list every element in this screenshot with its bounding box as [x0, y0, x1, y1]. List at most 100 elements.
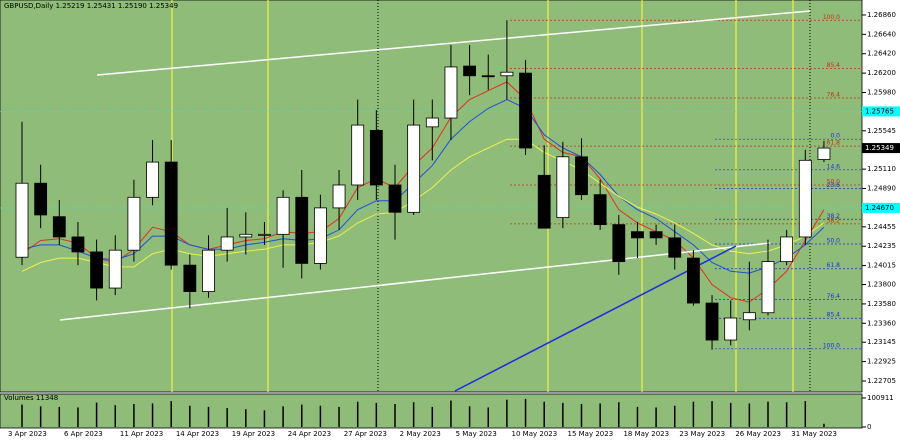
fib-label: 76.4 — [827, 92, 841, 99]
y-tick-label: 1.24235 — [867, 242, 896, 250]
candle-body — [202, 249, 215, 292]
candle-body — [575, 156, 588, 196]
y-tick-label: 1.22925 — [867, 358, 896, 366]
x-tick-label: 23 May 2023 — [679, 430, 725, 438]
candle-body — [388, 184, 402, 213]
candle-body — [369, 129, 383, 186]
fib-label: 50.0 — [827, 178, 841, 185]
chart-title: GBPUSD,Daily 1.25219 1.25431 1.25190 1.2… — [4, 2, 178, 10]
y-tick-label: 1.26640 — [867, 30, 896, 38]
y-tick-label: 1.23580 — [867, 300, 896, 308]
volume-panel — [0, 393, 863, 429]
fib-label: 23.6 — [827, 182, 841, 189]
y-tick-label: 1.26420 — [867, 50, 896, 58]
y-tick-label: 1.25980 — [867, 88, 896, 96]
level-label: 1.24670 — [865, 204, 894, 212]
candle-body — [52, 216, 66, 238]
y-tick-label: 1.23800 — [867, 281, 896, 289]
candle-body — [220, 236, 234, 251]
x-tick-label: 26 May 2023 — [735, 430, 781, 438]
fib-label: 85.4 — [827, 62, 841, 69]
candle-body — [724, 317, 738, 341]
candle-body — [649, 231, 663, 239]
candle-body — [34, 182, 48, 216]
y-tick-label: 1.23360 — [867, 319, 896, 327]
candle-body — [593, 194, 607, 226]
candle-body — [612, 224, 626, 263]
x-tick-label: 10 May 2023 — [512, 430, 558, 438]
candle-body — [146, 161, 159, 198]
candle-body — [351, 124, 365, 186]
x-tick-label: 24 Apr 2023 — [288, 430, 331, 438]
x-tick-label: 18 May 2023 — [623, 430, 669, 438]
y-tick-label: 1.26860 — [867, 11, 896, 19]
x-tick-label: 15 May 2023 — [568, 430, 614, 438]
moving-average — [21, 98, 825, 274]
candle-body — [258, 233, 271, 236]
candle-body — [631, 231, 644, 239]
x-tick-label: 31 May 2023 — [791, 430, 837, 438]
candle-body — [519, 72, 532, 149]
fib-label: 85.4 — [827, 312, 841, 319]
fib-label: 50.0 — [827, 238, 841, 245]
level-label: 1.25765 — [865, 107, 894, 115]
fib-label: 76.4 — [827, 293, 841, 300]
y-tick-label: 1.23145 — [867, 338, 896, 346]
y-tick-label: 1.25545 — [867, 127, 896, 135]
y-tick-label: 1.22705 — [867, 377, 896, 385]
x-tick-label: 19 Apr 2023 — [232, 430, 275, 438]
level-tag — [862, 202, 900, 213]
moving-average — [21, 138, 825, 272]
candle-body — [183, 264, 197, 292]
fib-label: 100.0 — [823, 342, 840, 349]
candle-body — [742, 312, 756, 321]
candle-body — [127, 196, 141, 251]
candle-body — [295, 196, 309, 264]
candle-body — [332, 184, 346, 209]
candle-body — [239, 233, 253, 238]
candle-body — [463, 65, 477, 77]
trend-line — [59, 242, 771, 321]
y-tick-label: 1.24890 — [867, 185, 896, 193]
candle-body — [444, 66, 458, 119]
y-tick-label: 1.24015 — [867, 262, 896, 270]
candle-body — [817, 147, 831, 160]
candle-body — [313, 207, 327, 264]
y-tick-label: 1.26200 — [867, 69, 896, 77]
candle-body — [500, 71, 514, 77]
x-tick-label: 5 May 2023 — [456, 430, 497, 438]
price-label: 1.25349 — [865, 144, 894, 152]
candle-body — [798, 159, 812, 238]
candle-body — [108, 249, 122, 289]
trend-line — [96, 10, 811, 76]
x-tick-label: 27 Apr 2023 — [344, 430, 387, 438]
front-layer — [15, 20, 831, 350]
candle-body — [481, 75, 495, 78]
candle-body — [537, 174, 551, 229]
candle-body — [705, 302, 719, 341]
fib-label: 61.8 — [827, 140, 841, 147]
candle-body — [90, 251, 103, 289]
x-tick-label: 3 Apr 2023 — [8, 430, 47, 438]
volume-title: Volumes 11348 — [4, 394, 58, 402]
fib-label: 100.0 — [823, 14, 840, 21]
price-tag — [862, 143, 900, 154]
candle-body — [761, 261, 775, 314]
x-tick-label: 2 May 2023 — [400, 430, 441, 438]
x-tick-label: 14 Apr 2023 — [176, 430, 219, 438]
candle-body — [556, 156, 570, 218]
candle-body — [71, 236, 85, 253]
level-tag — [862, 106, 900, 117]
candle-body — [164, 161, 178, 266]
x-tick-label: 6 Apr 2023 — [64, 430, 103, 438]
candle-body — [276, 196, 290, 235]
candle-body — [407, 124, 421, 213]
candle-body — [425, 117, 439, 128]
x-tick-label: 11 Apr 2023 — [120, 430, 163, 438]
volume-tick-label: 100911 — [867, 394, 894, 402]
moving-average — [21, 81, 825, 303]
fib-label: 14.6 — [827, 163, 841, 170]
fib-label: 38.2 — [827, 217, 841, 224]
candle-body — [15, 182, 29, 258]
fib-label: 61.8 — [827, 262, 841, 269]
